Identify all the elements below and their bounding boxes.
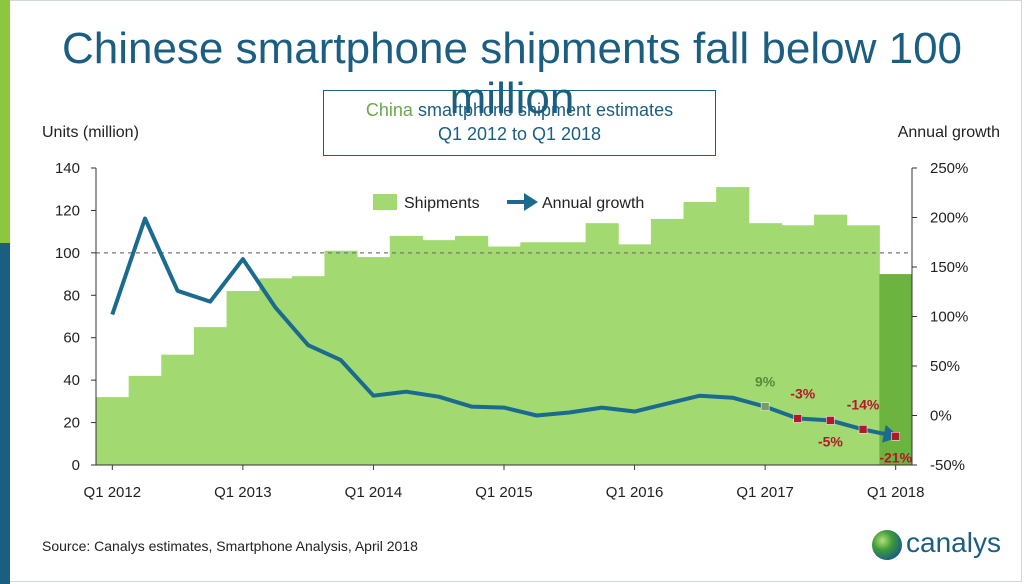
subtitle-line-1: China smartphone shipment estimates [324,100,715,121]
x-tick-label: Q1 2017 [736,484,794,501]
x-tick-label: Q1 2015 [475,484,533,501]
side-accent-green [0,0,10,243]
growth-point-marker [891,432,900,441]
logo-text: canalys [906,527,1001,558]
bar [716,187,750,466]
side-accent-blue [0,243,10,584]
canalys-logo: canalys [870,527,1010,562]
legend-label-growth: Annual growth [542,195,644,212]
growth-point-label: -21% [879,449,912,465]
subtitle-box: China smartphone shipment estimates Q1 2… [323,90,716,156]
y-axis-left-label: Units (million) [42,124,139,141]
y-axis-right-label: Annual growth [897,124,1000,141]
growth-point-marker [826,416,835,425]
y-tick-left-label: 140 [55,160,80,177]
bar [291,276,325,465]
growth-point-marker [793,414,803,423]
growth-point-marker [760,402,770,411]
growth-line-group: 9% -3% -5% -14% -21% [110,216,913,465]
legend-arrow-icon [524,193,538,211]
bar [455,235,489,465]
growth-point-label: -5% [818,433,843,449]
bar [650,218,685,465]
y-tick-right-label: 50% [930,358,960,375]
growth-point-label: -3% [790,385,815,401]
bar [618,244,652,465]
subtitle-highlight: China [365,100,413,120]
y-tick-right-label: 0% [930,408,952,425]
x-tick-label: Q1 2014 [345,484,403,501]
bar [814,214,848,465]
bar [193,327,228,465]
x-tick-label: Q1 2012 [84,484,142,501]
y-tick-right-label: 150% [930,259,968,276]
y-tick-right-label: 250% [930,160,968,177]
bar [520,242,554,465]
bar [324,250,358,465]
bar [422,240,456,465]
legend-label-shipments: Shipments [404,195,480,212]
bar [748,223,782,465]
canalys-globe-icon [872,530,902,560]
source-note: Source: Canalys estimates, Smartphone An… [42,538,418,554]
y-tick-left-label: 120 [55,202,80,219]
bar-series [96,187,913,466]
subtitle-line-2: Q1 2012 to Q1 2018 [437,124,602,144]
y-tick-left-label: 100 [55,245,80,262]
bar [552,242,587,465]
chart-title: Chinese smartphone shipments fall below … [61,24,963,123]
growth-point-marker [858,425,868,434]
growth-point-label: -14% [847,396,880,412]
bar [128,375,162,465]
legend-swatch-shipments [373,194,397,210]
bar [226,291,260,465]
bar [585,223,619,465]
bar [487,246,521,465]
y-tick-left-label: 80 [63,287,80,304]
y-tick-right-label: 200% [930,210,968,227]
x-tick-label: Q1 2018 [867,484,925,501]
bar [389,235,423,465]
bar [683,201,717,465]
bar [357,257,391,465]
subtitle-line-1-rest: smartphone shipment estimates [417,100,674,120]
y-tick-right-label: 100% [930,309,968,326]
x-tick-label: Q1 2013 [214,484,272,501]
bar [161,354,195,465]
y-tick-left-label: 60 [63,330,80,347]
y-tick-left-label: 40 [63,372,80,389]
bar [96,397,130,465]
y-tick-left-label: 0 [72,457,80,474]
axes-group: 0 20 40 60 80 100 120 140 -50% 0% 50% 100% 150% 200% 2… [55,160,968,501]
growth-point-label: 9% [755,374,776,390]
legend: Shipments Annual growth [373,193,644,212]
x-tick-label: Q1 2016 [606,484,664,501]
bar [781,225,815,465]
y-tick-right-label: -50% [930,457,965,474]
y-tick-left-label: 20 [63,415,80,432]
